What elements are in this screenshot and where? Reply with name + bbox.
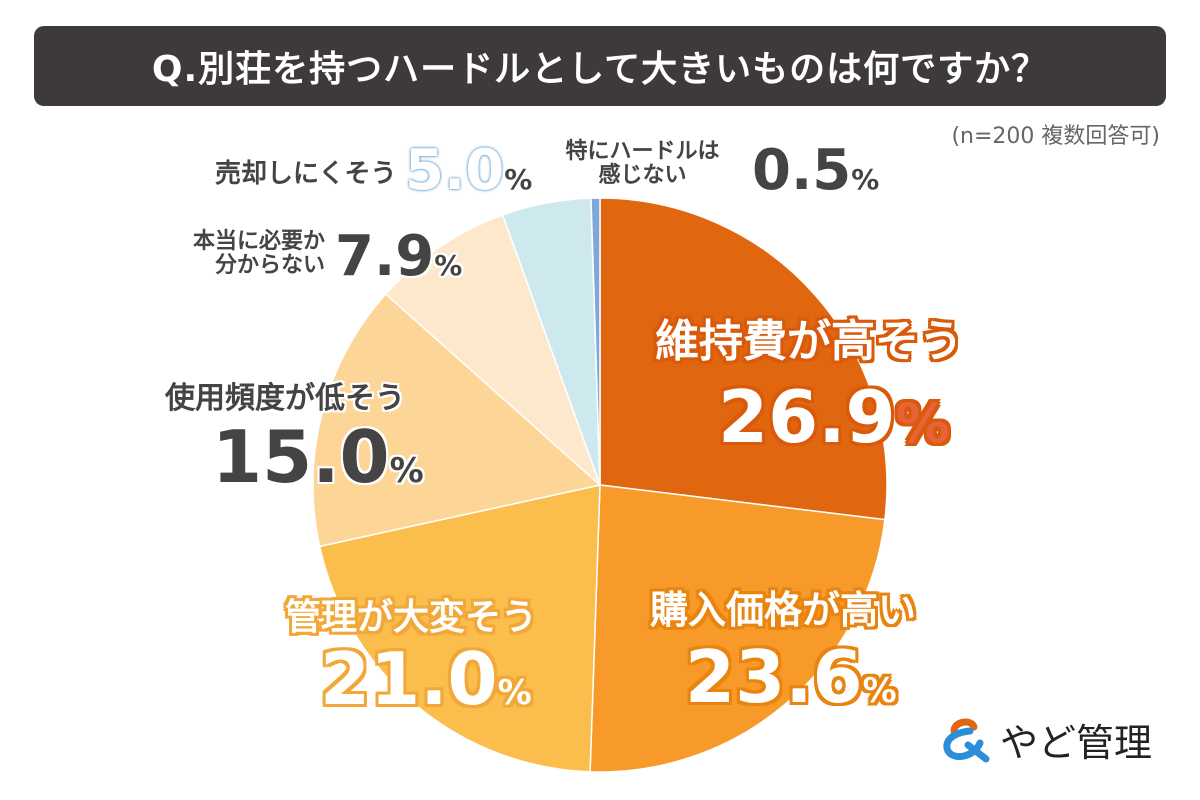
label-6-value: 0.5%	[752, 138, 880, 203]
label-0-name: 維持費が高そう	[655, 316, 963, 367]
label-2-value: 21.0%	[320, 637, 532, 721]
label-1-value: 23.6%	[685, 635, 897, 719]
logo: やど管理	[940, 712, 1152, 767]
pie-slice-3	[312, 292, 602, 548]
ampersand-logo-icon	[943, 718, 990, 762]
label-5-value: 5.0%	[405, 138, 533, 203]
sample-note: (n=200 複数回答可)	[951, 124, 1160, 149]
label-4-value: 7.9%	[335, 224, 463, 289]
label-3-value: 15.0%	[212, 415, 424, 499]
label-6-name: 特にハードルは感じない	[565, 139, 720, 189]
logo-text: やど管理	[1000, 721, 1153, 765]
label-4-name: 本当に必要か分からない	[192, 229, 325, 279]
pie-slice-0	[599, 197, 888, 521]
label-2-name: 管理が大変そう	[285, 597, 538, 638]
pie-slice-4	[384, 214, 601, 486]
pie-slice-6	[590, 197, 601, 486]
label-0-value: 26.9%	[718, 375, 950, 459]
chart-title: Q.別荘を持つハードルとして大きいものは何ですか？	[34, 26, 1166, 106]
label-1-name: 購入価格が高い	[650, 588, 917, 632]
label-5-name: 売却しにくそう	[215, 159, 397, 189]
pie-slice-2	[318, 484, 601, 773]
label-3-name: 使用頻度が低そう	[165, 381, 405, 416]
pie-slice-1	[589, 484, 886, 773]
